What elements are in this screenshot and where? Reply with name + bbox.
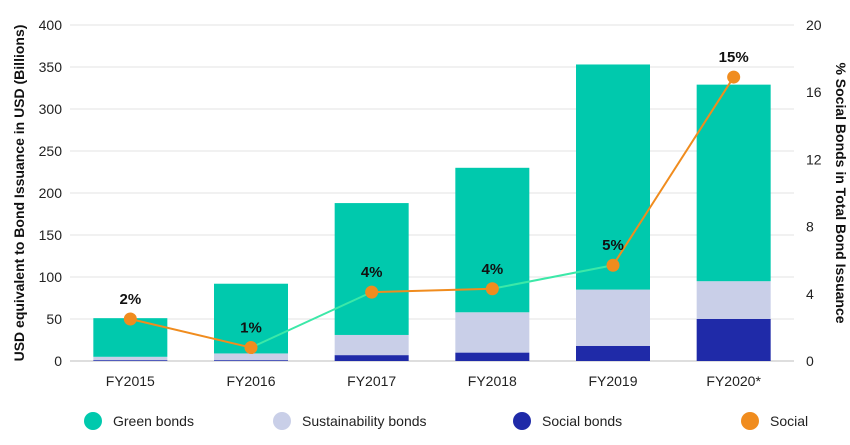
legend-label-sustainability-bonds: Sustainability bonds xyxy=(302,413,427,429)
social-point xyxy=(365,285,379,299)
legend-swatch-social xyxy=(741,412,759,430)
bars xyxy=(93,64,771,361)
gridlines xyxy=(70,24,794,362)
y-left-tick-label: 400 xyxy=(39,17,63,33)
social-line-segment xyxy=(371,287,493,294)
y-left-tick-label: 50 xyxy=(46,311,62,327)
bar-green-bonds xyxy=(696,84,771,282)
social-line-segment xyxy=(612,76,735,266)
social-percent-label: 1% xyxy=(240,320,262,337)
x-tick-label: FY2020* xyxy=(706,373,761,389)
bar-social-bonds xyxy=(696,319,771,361)
axes: USD equivalent to Bond Issuance in USD (… xyxy=(11,17,849,389)
x-tick-label: FY2015 xyxy=(106,373,155,389)
legend-label-green-bonds: Green bonds xyxy=(113,413,194,429)
y-right-axis-title: % Social Bonds in Total Bond Issuance xyxy=(833,62,849,323)
bar-sustainability-bonds xyxy=(334,334,409,356)
bar-sustainability-bonds xyxy=(455,312,530,353)
y-left-tick-label: 200 xyxy=(39,185,63,201)
y-left-axis-title: USD equivalent to Bond Issuance in USD (… xyxy=(11,25,27,362)
social-percent-label: 2% xyxy=(119,291,141,308)
y-right-tick-label: 16 xyxy=(806,84,822,100)
social-point xyxy=(123,312,137,326)
x-tick-label: FY2019 xyxy=(588,373,637,389)
y-left-tick-label: 0 xyxy=(54,353,62,369)
social-percent-label: 4% xyxy=(361,264,383,281)
social-line-segment xyxy=(130,318,252,349)
x-tick-label: FY2016 xyxy=(226,373,275,389)
y-right-tick-label: 8 xyxy=(806,219,814,235)
bar-social-bonds xyxy=(455,352,530,361)
y-right-tick-label: 12 xyxy=(806,151,822,167)
social-line: 2% 1% 4% 4% 5% 15% xyxy=(119,49,749,355)
bar-social-bonds xyxy=(576,345,650,361)
bar-green-bonds xyxy=(334,203,409,335)
y-left-tick-label: 300 xyxy=(39,101,63,117)
y-right-tick-label: 20 xyxy=(806,17,822,33)
y-left-tick-label: 350 xyxy=(39,59,63,75)
y-left-tick-label: 250 xyxy=(39,143,63,159)
legend-label-social: Social xyxy=(770,413,808,429)
y-left-tick-label: 150 xyxy=(39,227,63,243)
social-line-segment xyxy=(492,264,614,290)
y-right-tick-label: 0 xyxy=(806,353,814,369)
bar-sustainability-bonds xyxy=(576,289,650,346)
bar-sustainability-bonds xyxy=(214,353,288,361)
social-point xyxy=(727,70,741,84)
social-point xyxy=(606,258,620,272)
legend-swatch-sustainability-bonds xyxy=(273,412,291,430)
legend-swatch-green-bonds xyxy=(84,412,102,430)
bar-social-bonds xyxy=(334,355,409,361)
bar-green-bonds xyxy=(576,64,650,290)
social-percent-label: 4% xyxy=(481,261,503,278)
legend-label-social-bonds: Social bonds xyxy=(542,413,622,429)
social-point xyxy=(485,282,499,296)
legend-swatch-social-bonds xyxy=(513,412,531,430)
y-left-tick-label: 100 xyxy=(39,269,63,285)
x-tick-label: FY2018 xyxy=(468,373,517,389)
social-percent-label: 5% xyxy=(602,237,624,254)
bar-social-bonds xyxy=(93,360,168,361)
bar-sustainability-bonds xyxy=(93,356,168,361)
x-tick-label: FY2017 xyxy=(347,373,396,389)
social-line-segment xyxy=(250,291,373,349)
social-percent-label: 15% xyxy=(719,49,749,66)
legend: Green bonds Sustainability bonds Social bo… xyxy=(84,412,808,430)
bar-sustainability-bonds xyxy=(696,281,771,319)
bar-social-bonds xyxy=(214,360,288,361)
y-right-tick-label: 4 xyxy=(806,286,814,302)
social-point xyxy=(244,341,258,355)
